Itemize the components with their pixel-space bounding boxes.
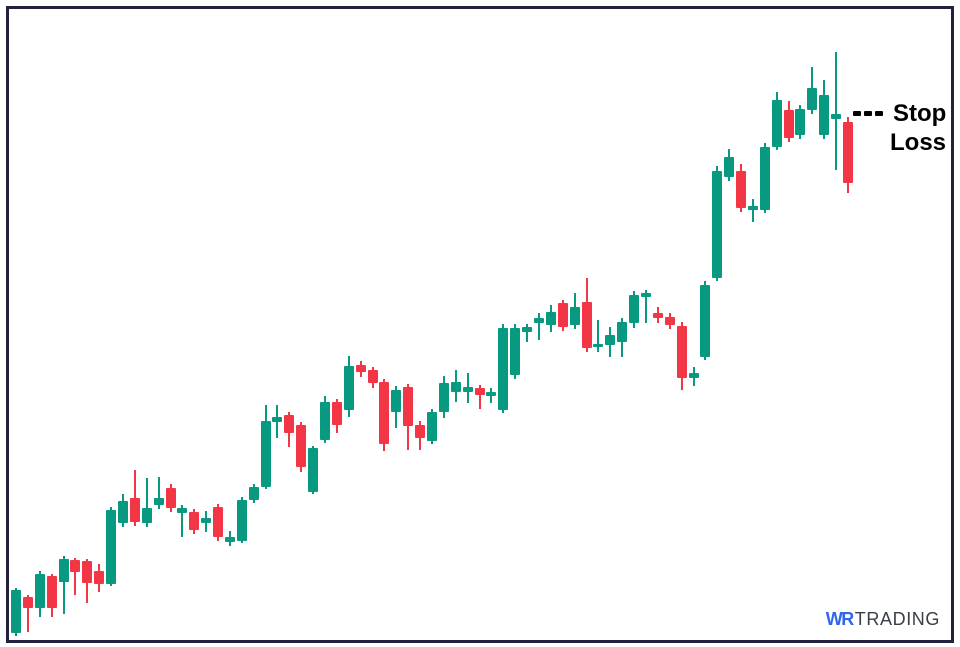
- candle-bearish: [213, 507, 224, 537]
- candle-bullish: [522, 327, 533, 332]
- wr-trading-logo: WR TRADING: [826, 608, 940, 630]
- candle-bullish: [545, 312, 556, 325]
- candle-wick: [751, 199, 754, 222]
- candle-bullish: [486, 392, 497, 396]
- candle-bullish: [427, 412, 437, 441]
- stop-loss-dash-icon: [853, 111, 886, 116]
- candle-bullish: [629, 295, 640, 323]
- stop-loss-annotation: Stop Loss: [853, 99, 946, 157]
- candle-bearish: [652, 313, 663, 318]
- candle-wick: [644, 290, 647, 323]
- candle-bullish: [533, 318, 544, 323]
- candle-bearish: [415, 425, 426, 438]
- candle-bullish: [569, 307, 580, 325]
- candle-bullish: [391, 390, 402, 412]
- candle-bearish: [664, 317, 675, 325]
- candle-bearish: [165, 488, 176, 508]
- candle-bearish: [129, 498, 140, 522]
- candle-wick: [26, 595, 29, 632]
- candle-bullish: [117, 501, 128, 523]
- candle-bullish: [308, 448, 319, 492]
- candle-bullish: [34, 574, 45, 608]
- candle-bullish: [640, 293, 651, 297]
- candle-bullish: [438, 383, 449, 412]
- stop-loss-label-word1: Stop: [893, 100, 947, 127]
- candle-bullish: [498, 328, 509, 410]
- candle-bearish: [296, 425, 307, 467]
- candle-bullish: [177, 508, 188, 513]
- candle-wick: [537, 313, 540, 340]
- candle-bullish: [58, 559, 69, 582]
- candle-bullish: [819, 95, 830, 135]
- candle-bullish: [688, 373, 699, 378]
- candle-bullish: [605, 335, 616, 345]
- candle-bullish: [510, 328, 521, 375]
- candle-wick: [62, 556, 65, 614]
- candle-bullish: [712, 171, 723, 278]
- candle-bearish: [474, 388, 485, 395]
- candle-bullish: [236, 500, 247, 541]
- candle-bullish: [320, 402, 331, 440]
- stop-loss-label-word2: Loss: [890, 129, 947, 156]
- candle-bullish: [593, 344, 604, 347]
- candle-bullish: [260, 421, 271, 487]
- candle-bullish: [11, 590, 21, 633]
- candle-bullish: [831, 114, 842, 119]
- candle-bearish: [355, 365, 366, 372]
- candle-bullish: [462, 387, 473, 392]
- candle-bullish: [343, 366, 354, 410]
- candle-bullish: [759, 147, 770, 210]
- candle-bearish: [70, 560, 81, 572]
- candle-wick: [526, 324, 529, 342]
- candle-bearish: [783, 110, 794, 138]
- candle-bearish: [94, 571, 105, 584]
- candle-bearish: [46, 576, 57, 608]
- candle-bullish: [795, 109, 806, 135]
- candle-bullish: [724, 157, 735, 177]
- candle-bearish: [82, 561, 93, 583]
- candle-bullish: [106, 510, 117, 584]
- candle-bearish: [581, 302, 592, 348]
- candle-bullish: [201, 518, 212, 523]
- candle-bullish: [617, 322, 628, 342]
- candle-wick: [74, 558, 77, 595]
- candle-bearish: [403, 387, 414, 426]
- logo-trading-text: TRADING: [854, 609, 940, 629]
- candle-bearish: [557, 303, 568, 327]
- candle-bearish: [676, 326, 687, 378]
- stop-loss-line1: Stop: [853, 99, 946, 128]
- candle-wick: [478, 385, 481, 409]
- candle-bullish: [153, 498, 164, 505]
- candle-bearish: [189, 512, 200, 530]
- candle-bullish: [141, 508, 152, 523]
- candle-bullish: [224, 537, 235, 542]
- candle-wick: [181, 505, 184, 537]
- candle-wick: [597, 320, 600, 352]
- candle-wick: [157, 477, 160, 509]
- candle-wick: [835, 52, 838, 170]
- candle-bearish: [22, 597, 33, 608]
- candle-bearish: [284, 415, 295, 433]
- candle-bullish: [272, 417, 283, 422]
- candle-bearish: [379, 382, 390, 444]
- candle-bullish: [747, 206, 758, 210]
- candle-bullish: [771, 100, 782, 147]
- candle-bearish: [331, 402, 342, 425]
- candle-bearish: [843, 122, 854, 183]
- logo-wr-text: WR: [825, 609, 855, 629]
- candle-bearish: [736, 171, 747, 208]
- candle-bullish: [450, 382, 461, 392]
- candle-bearish: [367, 370, 378, 383]
- candle-wick: [145, 478, 148, 527]
- candle-bullish: [700, 285, 711, 357]
- candle-bullish: [248, 487, 259, 500]
- candle-bullish: [807, 88, 818, 110]
